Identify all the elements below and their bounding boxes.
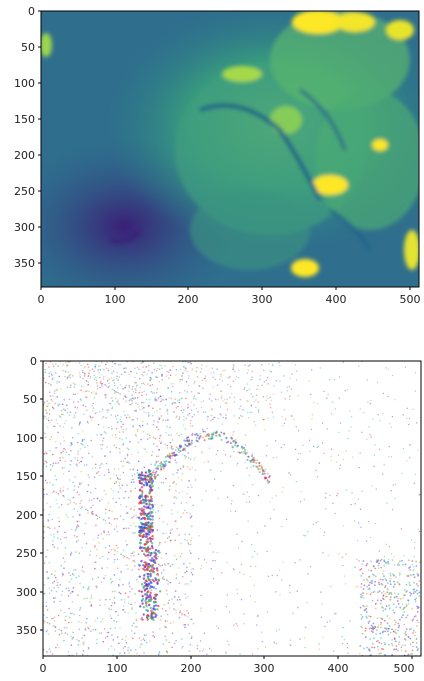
y-tick-label: 350 (14, 257, 35, 270)
x-tick-label: 500 (394, 662, 415, 675)
x-tick-label: 500 (400, 293, 421, 306)
x-tick-label: 400 (328, 662, 349, 675)
y-tick-label: 200 (16, 509, 37, 522)
difference-image (43, 361, 421, 656)
y-tick-label: 300 (14, 221, 35, 234)
x-tick-label: 100 (107, 662, 128, 675)
viridis-image (41, 11, 419, 287)
top-x-axis: 0 100 200 300 400 500 (38, 287, 421, 306)
y-tick-label: 100 (16, 432, 37, 445)
top-y-axis: 0 50 100 150 200 250 300 350 (14, 5, 41, 270)
y-tick-label: 0 (28, 5, 35, 18)
x-tick-label: 300 (254, 662, 275, 675)
bottom-image-plot: 0 50 100 150 200 250 300 350 0 100 200 3… (16, 355, 422, 675)
y-tick-label: 150 (14, 113, 35, 126)
y-tick-label: 350 (16, 624, 37, 637)
y-tick-label: 50 (21, 41, 35, 54)
x-tick-label: 200 (178, 293, 199, 306)
y-tick-label: 100 (14, 77, 35, 90)
x-tick-label: 0 (40, 662, 47, 675)
x-tick-label: 400 (326, 293, 347, 306)
bottom-y-axis: 0 50 100 150 200 250 300 350 (16, 355, 43, 637)
x-tick-label: 300 (252, 293, 273, 306)
x-tick-label: 100 (105, 293, 126, 306)
bottom-x-axis: 0 100 200 300 400 500 (40, 656, 415, 675)
y-tick-label: 300 (16, 586, 37, 599)
x-tick-label: 0 (38, 293, 45, 306)
y-tick-label: 250 (14, 185, 35, 198)
x-tick-label: 200 (181, 662, 202, 675)
y-tick-label: 150 (16, 470, 37, 483)
bottom-image-figure: 0 50 100 150 200 250 300 350 0 100 200 3… (0, 350, 424, 681)
y-tick-label: 200 (14, 149, 35, 162)
top-image-plot: 0 50 100 150 200 250 300 350 0 100 200 3… (14, 5, 421, 306)
y-tick-label: 0 (30, 355, 37, 368)
y-tick-label: 50 (23, 393, 37, 406)
y-tick-label: 250 (16, 547, 37, 560)
top-image-figure: 0 50 100 150 200 250 300 350 0 100 200 3… (0, 0, 424, 320)
